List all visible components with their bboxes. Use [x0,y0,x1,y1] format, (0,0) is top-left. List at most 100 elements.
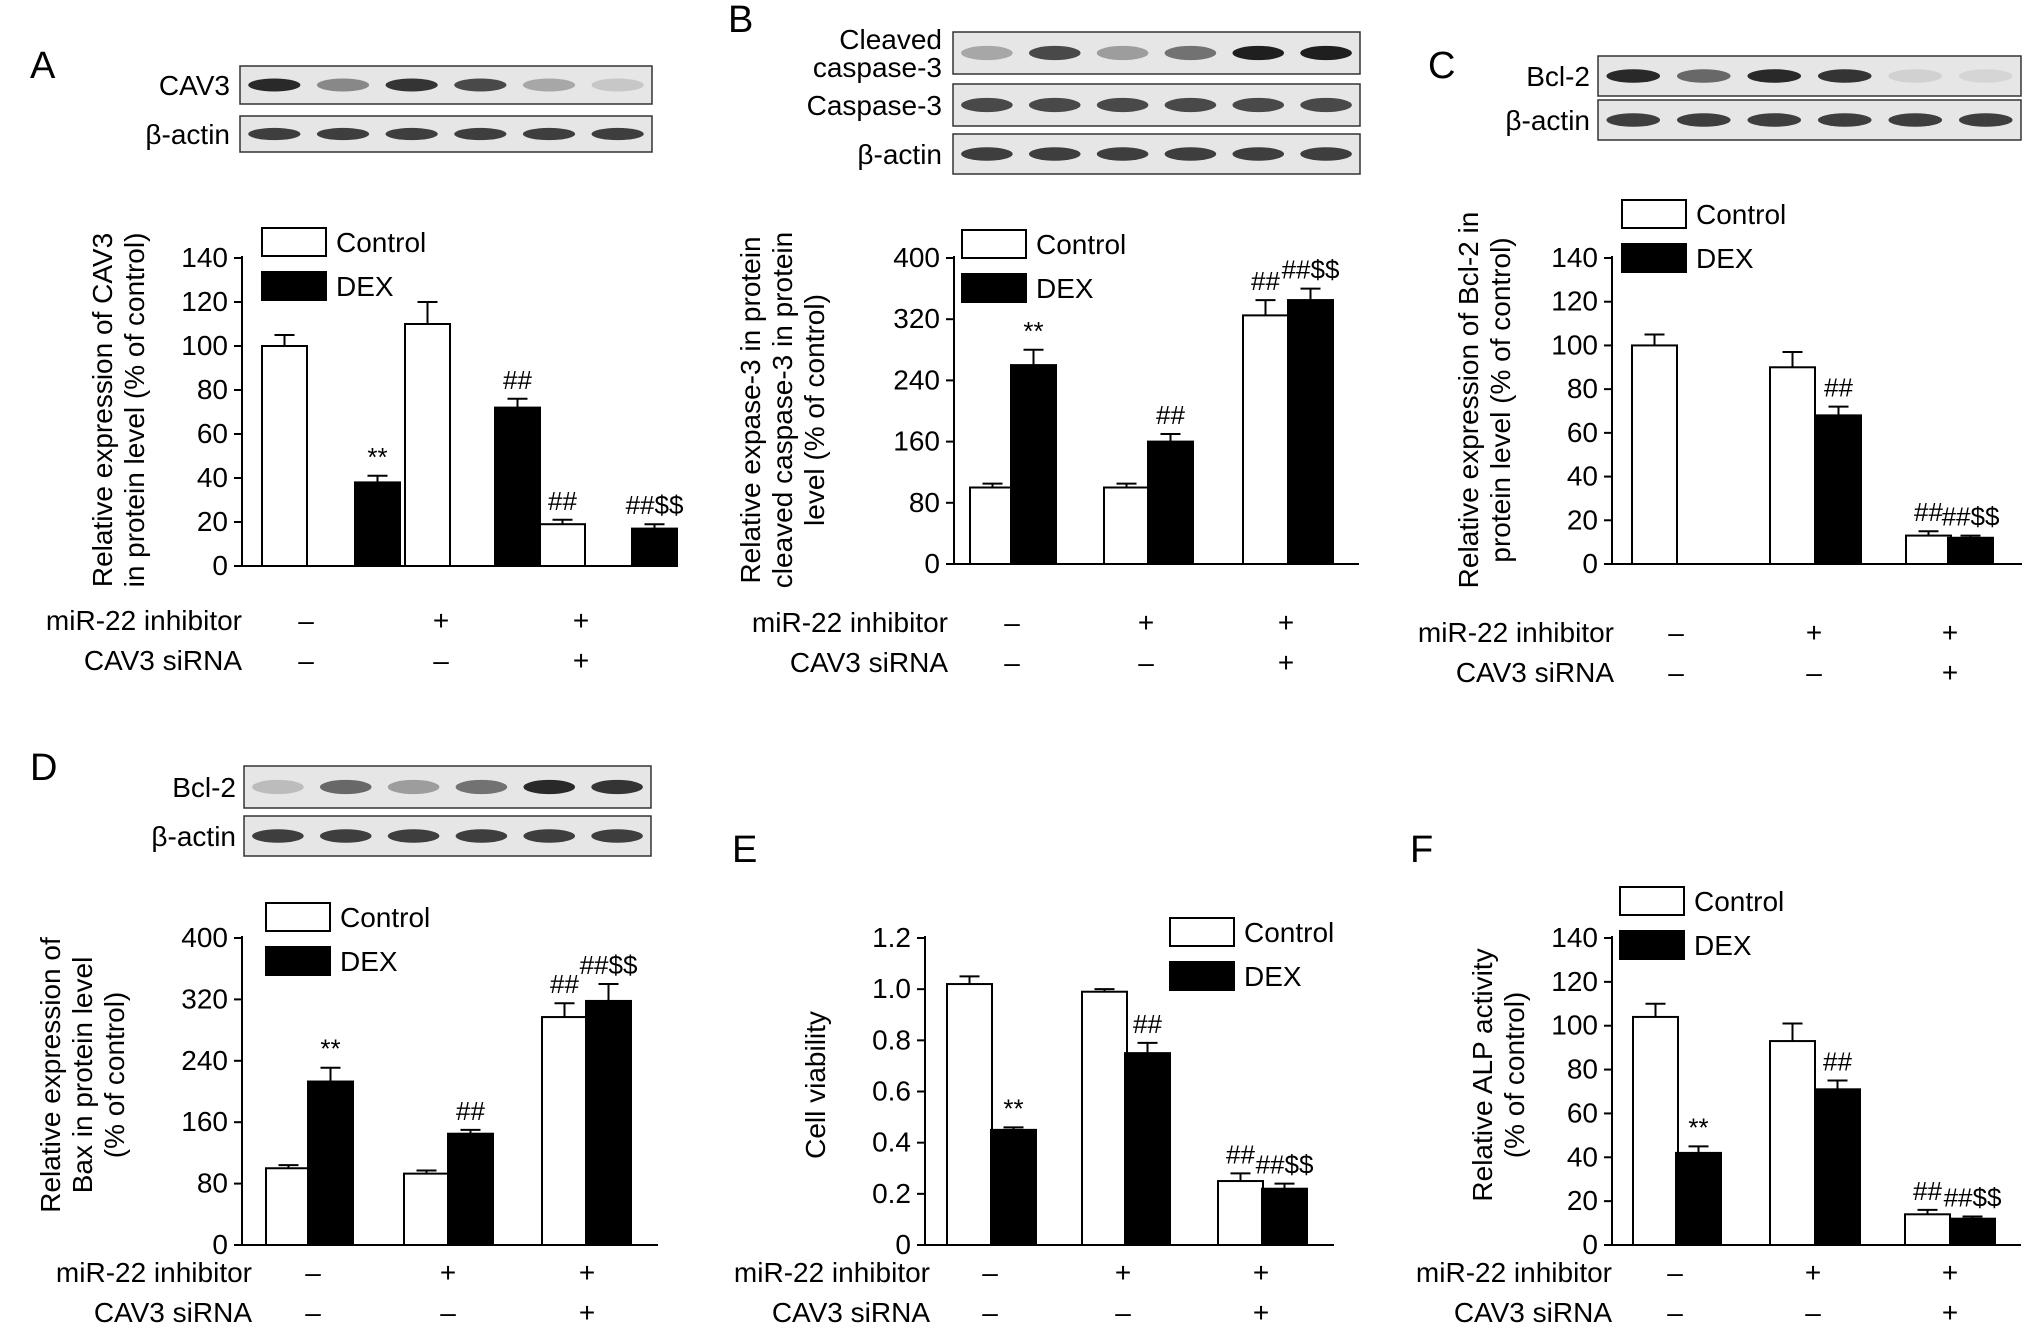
panel-label: B [728,0,753,41]
blot-band [1300,147,1352,161]
mir22-sign: – [298,605,314,636]
mir22-label: miR-22 inhibitor [46,605,242,636]
y-tick-label: 100 [1551,329,1598,360]
legend-label-control: Control [336,227,426,258]
mir22-label: miR-22 inhibitor [752,607,948,638]
blot-band [523,779,576,795]
significance-label: ##$$ [1282,255,1340,285]
significance-label: ## [1823,1047,1852,1077]
blot-band [1164,97,1217,113]
legend: Control DEX [265,902,430,977]
blot-band [1747,69,1802,83]
legend: Control DEX [1619,886,1784,961]
bar-control [1632,1015,1679,1247]
cav3-sign: – [1805,1297,1821,1328]
legend-label-control: Control [1694,886,1784,917]
legend: Control DEX [261,227,426,302]
cav3-sign: – [433,645,449,676]
bar-control [1103,486,1150,565]
y-tick-label: 80 [909,487,940,518]
mir22-sign: – [305,1257,321,1288]
blot-band [591,78,644,92]
bar-control [969,486,1016,565]
cav3-sign: – [298,645,314,676]
panel-a: A CAV3 β-actin 0 20 40 60 80 100 120 140 Relative e… [30,45,684,676]
cav3-sign: + [1278,647,1294,678]
bars: **######$$ [1631,333,2000,566]
blot-band [248,78,301,92]
y-tick-label: 1.2 [872,922,911,953]
blot-strip [243,765,652,809]
significance-label: ## [1914,497,1943,527]
bar-control [1081,990,1128,1246]
y-tick-label: 0 [1582,1229,1598,1260]
axes: 0 20 40 60 80 100 120 140 Relative ALP activity(… [1467,922,2021,1260]
blot-band [1606,69,1661,83]
cav3-sign: – [1667,1297,1683,1328]
y-tick-label: 60 [1567,417,1598,448]
blot-label: β-actin [1505,105,1590,136]
blot-band [1096,45,1149,61]
panel-c: C Bcl-2 β-actin 0 20 40 60 80 100 120 140 Relative … [1418,45,2022,688]
y-tick-label: 80 [1567,1054,1598,1085]
legend-label-dex: DEX [340,946,398,977]
legend-label-dex: DEX [1244,961,1302,992]
cav3-label: CAV3 siRNA [1454,1297,1613,1328]
bar-control [1769,366,1816,565]
significance-label: ##$$ [1256,1150,1314,1180]
y-tick-label: 80 [197,374,228,405]
blot-label: Caspase-3 [807,90,942,121]
legend: Control DEX [1169,917,1334,992]
legend-label-control: Control [1696,199,1786,230]
blot-band [1232,45,1285,61]
blot-band [316,127,370,141]
y-tick-label: 0.4 [872,1127,911,1158]
y-axis-label: Cell viability [800,1011,831,1159]
y-tick-label: 120 [181,286,228,317]
legend-swatch-control [961,229,1027,259]
blot-band [252,779,304,795]
y-tick-label: 20 [1567,504,1598,535]
blot-band [1028,97,1081,113]
bar-dex [1010,364,1057,565]
western-blot: Bcl-2 β-actin [1505,55,2022,141]
bar-control [946,983,993,1246]
bar-control [1769,1040,1816,1247]
panel-d: D Bcl-2 β-actin 0 80 160 240 320 400 Relative exp… [30,747,658,1328]
cav3-sign: + [1253,1297,1269,1328]
legend-swatch-control [261,227,327,257]
legend-swatch-dex [1619,930,1685,960]
significance-label: ##$$ [580,950,638,980]
significance-label: ## [1824,373,1853,403]
y-tick-label: 160 [893,426,940,457]
axes: 0 80 160 240 320 400 Relative expression of Bax… [35,922,658,1260]
bar-dex [1947,536,1994,565]
blot-band [591,127,644,141]
blot-label: β-actin [145,119,230,150]
blot-band [387,779,440,795]
bar-control [404,323,451,567]
y-tick-label: 40 [1567,1141,1598,1172]
condition-table: miR-22 inhibitor CAV3 siRNA – – + – + + [1418,617,1958,688]
axes: 0 0.2 0.4 0.6 0.8 1.0 1.2 Cell viability [800,922,1334,1260]
blot-strip [1597,55,2022,97]
blot-band [961,97,1013,113]
blot-label: Cleaved [839,24,942,55]
significance-label: ** [1003,1093,1023,1123]
y-axis-label: Relative ALP activity [1467,948,1498,1201]
bar-dex [631,527,678,567]
bars: **######$$ [265,950,638,1247]
blot-strip [239,115,653,153]
blot-label: β-actin [857,139,942,170]
y-tick-label: 80 [197,1168,228,1199]
bar-control [1904,1213,1951,1247]
significance-label: ## [1156,400,1185,430]
blot-band [1606,113,1661,127]
blot-label: Bcl-2 [172,772,236,803]
mir22-sign: + [579,1257,595,1288]
blot-strip [952,83,1361,127]
mir22-sign: + [1278,607,1294,638]
